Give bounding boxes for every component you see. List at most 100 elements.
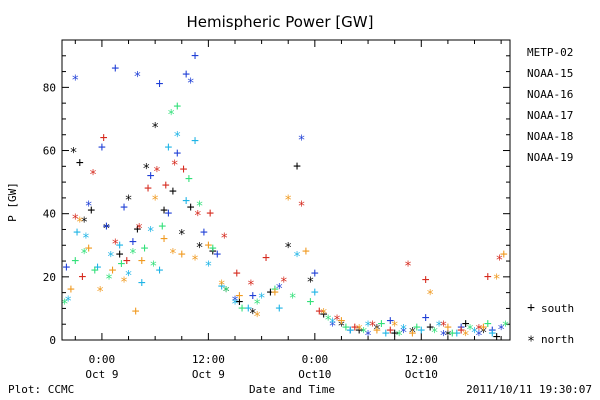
data-point-noaa-16: * (471, 326, 479, 341)
data-point-metp-02: * (338, 320, 346, 335)
data-point-noaa-16: + (138, 276, 146, 291)
data-point-noaa-19: + (144, 181, 152, 196)
data-point-noaa-19: * (247, 279, 255, 294)
x-tick-time: 12:00 (192, 353, 225, 366)
data-point-metp-02: + (187, 200, 195, 215)
data-point-noaa-18: * (462, 329, 470, 344)
data-point-noaa-17: * (253, 298, 261, 313)
data-point-noaa-18: + (132, 304, 140, 319)
data-point-metp-02: * (284, 241, 292, 256)
data-point-metp-02: * (102, 222, 110, 237)
data-point-noaa-17: * (222, 285, 230, 300)
data-point-noaa-17: * (502, 320, 510, 335)
data-point-metp-02: * (70, 146, 78, 161)
data-point-noaa-15: + (147, 168, 155, 183)
data-point-noaa-19: * (153, 165, 161, 180)
data-point-noaa-19: * (440, 320, 448, 335)
data-point-noaa-19: * (220, 231, 228, 246)
axis-ticks (62, 39, 510, 341)
data-point-metp-02: + (391, 326, 399, 341)
y-tick-label: 80 (43, 81, 56, 94)
data-point-noaa-15: + (191, 48, 199, 63)
data-point-noaa-18: + (444, 320, 452, 335)
data-point-metp-02: + (493, 329, 501, 344)
data-point-noaa-19: + (262, 250, 270, 265)
legend-entry: NOAA-17 (527, 109, 573, 122)
data-point-noaa-18: * (426, 288, 434, 303)
y-axis-label: P [GW] (6, 182, 19, 222)
data-point-noaa-16: * (329, 317, 337, 332)
data-point-noaa-16: * (400, 323, 408, 338)
data-point-noaa-17: + (271, 282, 279, 297)
data-point-noaa-15: * (231, 294, 239, 309)
data-point-noaa-15: + (311, 266, 319, 281)
data-point-noaa-18: * (76, 216, 84, 231)
data-point-noaa-17: + (306, 295, 314, 310)
data-point-metp-02: * (479, 326, 487, 341)
data-point-metp-02: * (409, 326, 417, 341)
data-point-noaa-19: * (89, 168, 97, 183)
data-point-metp-02: + (462, 317, 470, 332)
data-point-noaa-18: * (120, 276, 128, 291)
data-point-metp-02: + (160, 203, 168, 218)
data-point-noaa-17: * (395, 329, 403, 344)
data-point-noaa-19: + (315, 304, 323, 319)
data-point-noaa-16: + (116, 238, 124, 253)
data-point-noaa-18: * (96, 285, 104, 300)
data-point-noaa-17: * (149, 260, 157, 275)
data-point-noaa-15: + (156, 77, 164, 92)
data-point-noaa-15: * (187, 77, 195, 92)
data-point-noaa-17: * (80, 247, 88, 262)
data-point-noaa-17: + (173, 99, 181, 114)
data-point-noaa-17: + (185, 171, 193, 186)
series-noaa-17: *+ *+*+* +*+*++*+*+ *+* +* + *+*+ * + * + * (61, 99, 510, 344)
data-point-noaa-19: + (180, 162, 188, 177)
y-tick-label: 0 (49, 334, 56, 347)
data-point-noaa-19: * (333, 313, 341, 328)
data-point-noaa-16: + (488, 326, 496, 341)
data-point-noaa-18: + (302, 244, 310, 259)
data-point-noaa-15: * (329, 320, 337, 335)
data-point-noaa-19: * (71, 212, 79, 227)
data-point-noaa-17: * (167, 108, 175, 123)
x-tick-time: 0:00 (302, 353, 329, 366)
data-point-noaa-17: * (360, 326, 368, 341)
data-point-noaa-19: * (280, 276, 288, 291)
data-point-noaa-16: * (147, 225, 155, 240)
data-point-noaa-18: * (253, 310, 261, 325)
legend-entry: NOAA-19 (527, 151, 573, 164)
data-point-noaa-15: + (346, 323, 354, 338)
data-point-metp-02: * (306, 276, 314, 291)
marker-label: north (541, 333, 574, 346)
data-point-noaa-15: * (298, 133, 306, 148)
data-point-metp-02: * (249, 307, 257, 322)
data-point-noaa-17: + (377, 317, 385, 332)
data-point-noaa-16: * (258, 291, 266, 306)
data-point-noaa-16: * (435, 320, 443, 335)
data-point-noaa-18: + (271, 285, 279, 300)
data-point-noaa-18: * (169, 247, 177, 262)
series-noaa-16: *+ *+*+* +*++*++*+* +*+*+* + * + * + * + * + (64, 130, 496, 341)
data-point-noaa-16: + (191, 134, 199, 149)
y-tick-label: 20 (43, 271, 56, 284)
series-legend: METP-02 NOAA-15 NOAA-16 NOAA-17 NOAA-18 NOAA-… (527, 46, 573, 164)
x-tick-labels: 0:00 Oct 9 12:00 Oct 9 0:00 Oct10 12:00 Oct10 (85, 353, 437, 381)
data-point-noaa-18: + (409, 326, 417, 341)
data-point-metp-02: * (196, 241, 204, 256)
data-point-noaa-15: + (165, 206, 173, 221)
data-point-noaa-17: + (118, 257, 126, 272)
legend-entry: METP-02 (527, 46, 573, 59)
data-point-metp-02: + (209, 244, 217, 259)
x-tick-date: Oct10 (405, 368, 438, 381)
data-point-noaa-19: * (369, 320, 377, 335)
y-tick-label: 60 (43, 145, 56, 158)
data-point-noaa-16: + (275, 301, 283, 316)
data-point-noaa-19: + (351, 320, 359, 335)
data-point-metp-02: * (151, 121, 159, 136)
data-point-metp-02: + (87, 203, 95, 218)
series-metp-02: *+*+*+*+**++*+* +*+*+*+*+* + * + * +*+* + (70, 121, 501, 345)
data-point-noaa-16: + (94, 260, 102, 275)
data-point-noaa-15: + (422, 310, 430, 325)
data-point-noaa-15: * (400, 326, 408, 341)
data-point-metp-02: + (76, 156, 84, 171)
